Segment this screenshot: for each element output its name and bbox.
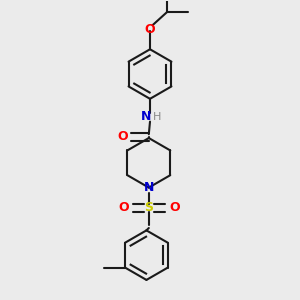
Text: O: O — [145, 22, 155, 36]
Text: N: N — [141, 110, 151, 123]
Text: O: O — [117, 130, 128, 143]
Text: O: O — [118, 201, 129, 214]
Text: N: N — [144, 181, 154, 194]
Text: H: H — [153, 112, 161, 122]
Text: O: O — [169, 201, 180, 214]
Text: S: S — [144, 201, 153, 214]
